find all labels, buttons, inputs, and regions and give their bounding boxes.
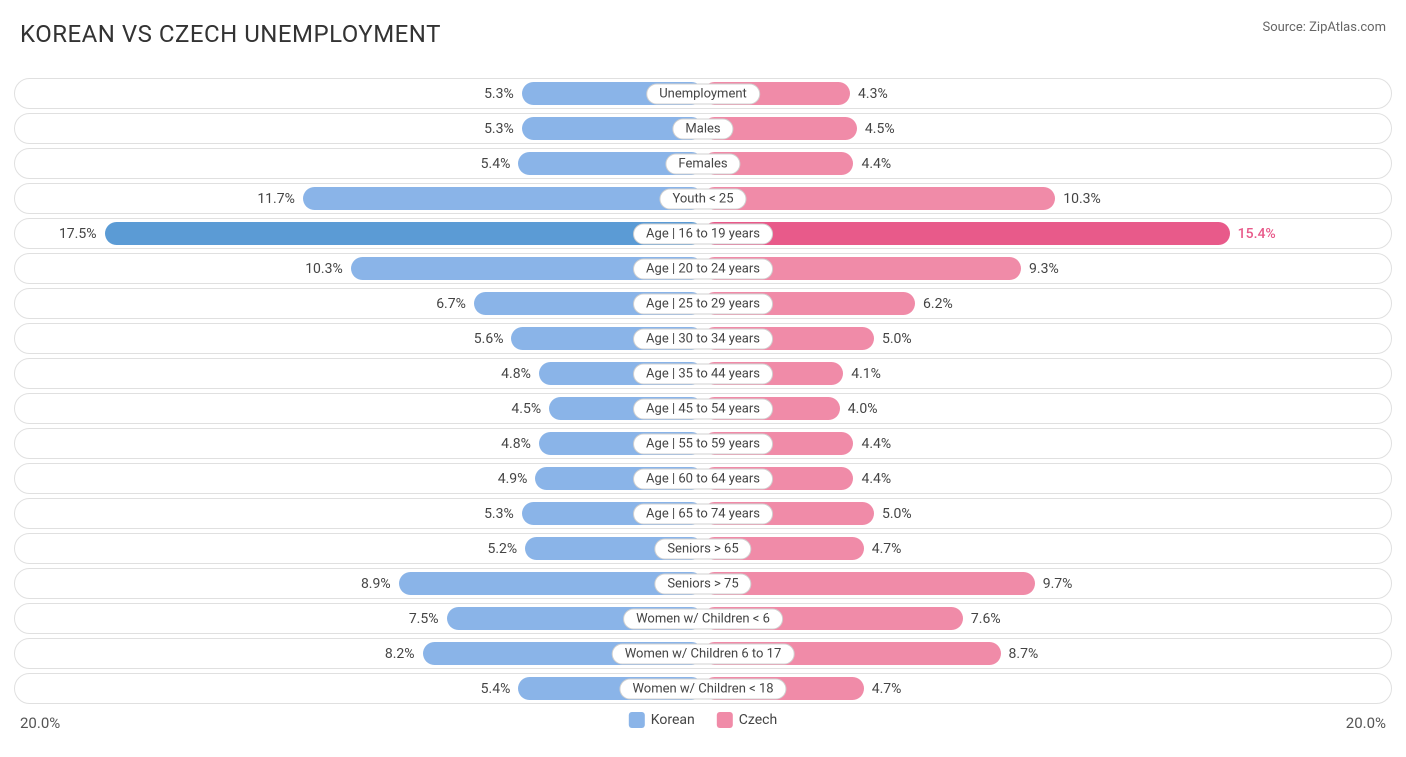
legend-swatch-korean: [629, 712, 645, 728]
value-korean: 4.5%: [511, 401, 541, 417]
category-label: Women w/ Children < 6: [623, 608, 783, 629]
chart-row: 5.6% 5.0% Age | 30 to 34 years: [14, 323, 1392, 354]
value-korean: 5.3%: [484, 121, 514, 137]
category-label: Age | 45 to 54 years: [633, 398, 773, 419]
category-label: Females: [665, 153, 740, 174]
value-korean: 5.2%: [487, 541, 517, 557]
chart-header: KOREAN VS CZECH UNEMPLOYMENT Source: Zip…: [14, 20, 1392, 48]
value-korean: 8.2%: [385, 646, 415, 662]
value-korean: 4.8%: [501, 436, 531, 452]
bar-czech: [703, 572, 1035, 595]
value-korean: 10.3%: [305, 261, 343, 277]
chart-row: 5.2% 4.7% Seniors > 65: [14, 533, 1392, 564]
axis-max-right: 20.0%: [1346, 714, 1386, 732]
value-czech: 15.4%: [1238, 226, 1276, 242]
value-korean: 5.3%: [484, 506, 514, 522]
category-label: Age | 30 to 34 years: [633, 328, 773, 349]
category-label: Age | 20 to 24 years: [633, 258, 773, 279]
value-czech: 4.0%: [848, 401, 878, 417]
category-label: Youth < 25: [659, 188, 746, 209]
chart-area: 5.3% 4.3% Unemployment 5.3% 4.5% Males 5.4% 4.4…: [14, 78, 1392, 704]
bar-czech: [703, 222, 1230, 245]
category-label: Age | 65 to 74 years: [633, 503, 773, 524]
value-czech: 6.2%: [923, 296, 953, 312]
value-korean: 7.5%: [409, 611, 439, 627]
chart-row: 11.7% 10.3% Youth < 25: [14, 183, 1392, 214]
chart-row: 5.4% 4.4% Females: [14, 148, 1392, 179]
value-czech: 4.4%: [861, 436, 891, 452]
value-korean: 4.9%: [498, 471, 528, 487]
value-korean: 4.8%: [501, 366, 531, 382]
chart-row: 10.3% 9.3% Age | 20 to 24 years: [14, 253, 1392, 284]
category-label: Age | 35 to 44 years: [633, 363, 773, 384]
chart-row: 17.5% 15.4% Age | 16 to 19 years: [14, 218, 1392, 249]
value-korean: 11.7%: [257, 191, 295, 207]
chart-row: 7.5% 7.6% Women w/ Children < 6: [14, 603, 1392, 634]
value-czech: 7.6%: [971, 611, 1001, 627]
category-label: Seniors > 75: [654, 573, 751, 594]
value-korean: 5.3%: [484, 86, 514, 102]
value-czech: 9.3%: [1029, 261, 1059, 277]
chart-row: 5.3% 4.5% Males: [14, 113, 1392, 144]
category-label: Males: [672, 118, 733, 139]
value-czech: 4.4%: [861, 156, 891, 172]
value-korean: 17.5%: [59, 226, 97, 242]
value-czech: 5.0%: [882, 331, 912, 347]
value-czech: 10.3%: [1063, 191, 1101, 207]
value-czech: 4.4%: [861, 471, 891, 487]
value-czech: 9.7%: [1043, 576, 1073, 592]
value-korean: 8.9%: [361, 576, 391, 592]
value-korean: 5.4%: [481, 156, 511, 172]
legend-item-czech: Czech: [717, 712, 777, 728]
chart-row: 5.3% 4.3% Unemployment: [14, 78, 1392, 109]
chart-row: 8.9% 9.7% Seniors > 75: [14, 568, 1392, 599]
category-label: Unemployment: [646, 83, 760, 104]
legend-item-korean: Korean: [629, 712, 695, 728]
value-czech: 4.7%: [872, 541, 902, 557]
value-czech: 8.7%: [1009, 646, 1039, 662]
chart-row: 5.3% 5.0% Age | 65 to 74 years: [14, 498, 1392, 529]
category-label: Seniors > 65: [654, 538, 751, 559]
legend-swatch-czech: [717, 712, 733, 728]
value-korean: 5.4%: [481, 681, 511, 697]
value-czech: 5.0%: [882, 506, 912, 522]
legend-label-czech: Czech: [739, 712, 777, 728]
bar-korean: [105, 222, 704, 245]
value-czech: 4.7%: [872, 681, 902, 697]
category-label: Age | 25 to 29 years: [633, 293, 773, 314]
legend-label-korean: Korean: [651, 712, 695, 728]
value-czech: 4.1%: [851, 366, 881, 382]
category-label: Age | 16 to 19 years: [633, 223, 773, 244]
chart-row: 4.9% 4.4% Age | 60 to 64 years: [14, 463, 1392, 494]
value-korean: 6.7%: [436, 296, 466, 312]
chart-row: 4.8% 4.4% Age | 55 to 59 years: [14, 428, 1392, 459]
chart-row: 6.7% 6.2% Age | 25 to 29 years: [14, 288, 1392, 319]
bar-korean: [303, 187, 703, 210]
category-label: Women w/ Children < 18: [619, 678, 786, 699]
value-czech: 4.3%: [858, 86, 888, 102]
chart-row: 4.5% 4.0% Age | 45 to 54 years: [14, 393, 1392, 424]
axis-max-left: 20.0%: [20, 714, 60, 732]
category-label: Age | 55 to 59 years: [633, 433, 773, 454]
chart-row: 5.4% 4.7% Women w/ Children < 18: [14, 673, 1392, 704]
chart-source: Source: ZipAtlas.com: [1262, 20, 1386, 35]
value-czech: 4.5%: [865, 121, 895, 137]
bar-czech: [703, 187, 1055, 210]
legend: Korean Czech: [629, 712, 777, 728]
chart-footer: 20.0% Korean Czech 20.0%: [14, 710, 1392, 744]
category-label: Women w/ Children 6 to 17: [612, 643, 795, 664]
chart-title: KOREAN VS CZECH UNEMPLOYMENT: [20, 20, 441, 48]
category-label: Age | 60 to 64 years: [633, 468, 773, 489]
value-korean: 5.6%: [474, 331, 504, 347]
chart-row: 4.8% 4.1% Age | 35 to 44 years: [14, 358, 1392, 389]
chart-row: 8.2% 8.7% Women w/ Children 6 to 17: [14, 638, 1392, 669]
